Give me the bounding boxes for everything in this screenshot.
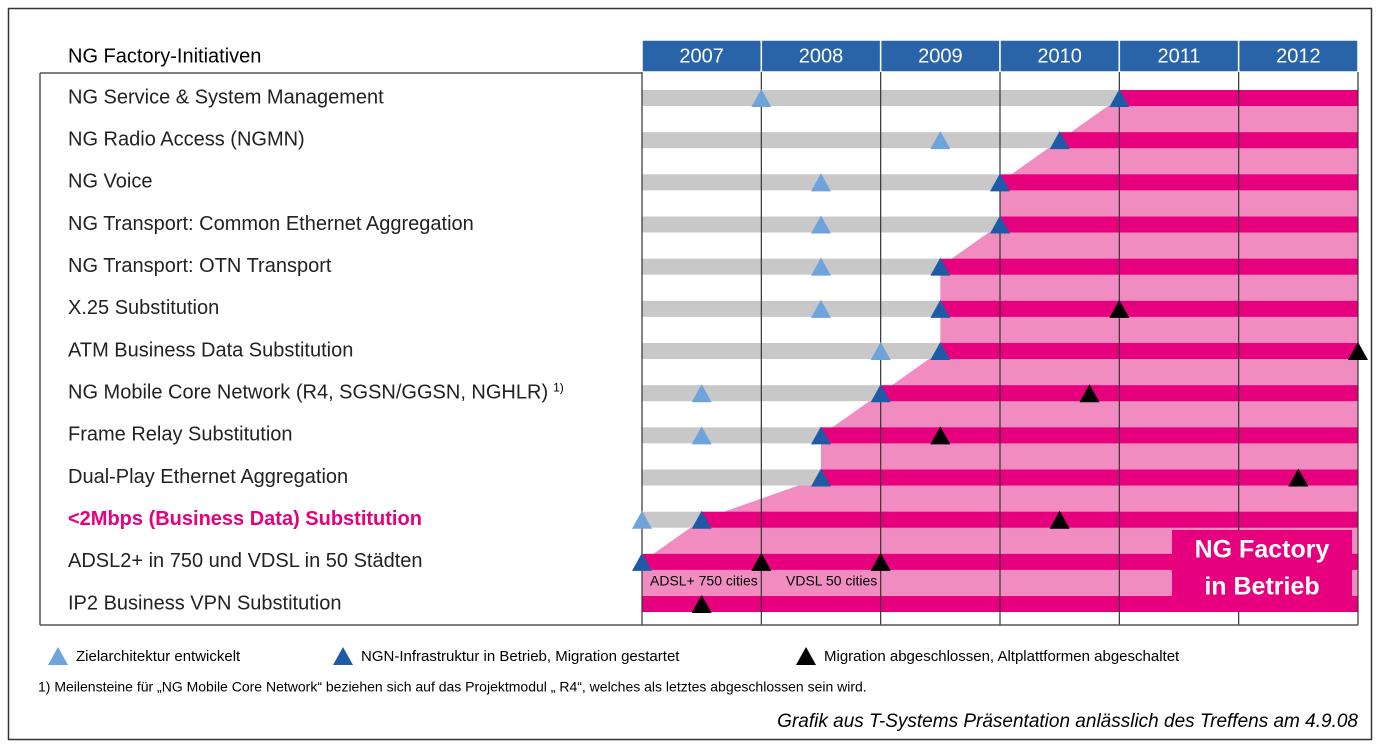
row-label: Dual-Play Ethernet Aggregation bbox=[68, 466, 348, 488]
year-label: 2008 bbox=[799, 45, 844, 67]
milestone bbox=[811, 426, 831, 445]
legend-label: Migration abgeschlossen, Altplattformen … bbox=[824, 648, 1180, 665]
row-label: NG Voice bbox=[68, 171, 152, 193]
row-label: ATM Business Data Substitution bbox=[68, 339, 353, 361]
row-label: NG Radio Access (NGMN) bbox=[68, 128, 305, 150]
milestone bbox=[1109, 89, 1130, 107]
milestone bbox=[811, 468, 831, 487]
annotation: VDSL 50 cities bbox=[786, 573, 877, 589]
status-text: NG Factory bbox=[1195, 536, 1330, 564]
footnote: 1) Meilensteine für „NG Mobile Core Netw… bbox=[38, 679, 867, 695]
milestone bbox=[870, 342, 891, 361]
status-text: in Betrieb bbox=[1204, 573, 1319, 601]
annotation: ADSL+ 750 cities bbox=[650, 573, 758, 589]
row-label: NG Mobile Core Network (R4, SGSN/GGSN, N… bbox=[68, 381, 548, 403]
milestone bbox=[811, 173, 831, 192]
milestone bbox=[990, 173, 1010, 192]
operating-bar bbox=[1000, 174, 1358, 191]
row-label: <2Mbps (Business Data) Substitution bbox=[68, 508, 422, 530]
milestone bbox=[691, 384, 712, 403]
milestone bbox=[632, 552, 652, 571]
legend-symbol bbox=[48, 647, 68, 665]
milestone bbox=[930, 131, 951, 150]
milestone bbox=[1079, 384, 1100, 403]
operating-bar bbox=[821, 469, 1358, 486]
planning-bar bbox=[642, 132, 1060, 149]
planning-bar bbox=[642, 427, 821, 444]
operating-bar bbox=[701, 511, 1358, 528]
milestone bbox=[811, 299, 831, 318]
milestone bbox=[1109, 299, 1130, 318]
row-label: NG Transport: Common Ethernet Aggregatio… bbox=[68, 213, 474, 235]
milestone bbox=[930, 426, 951, 445]
milestone bbox=[691, 510, 712, 529]
row-label: NG Transport: OTN Transport bbox=[68, 255, 332, 277]
row-label: NG Service & System Management bbox=[68, 86, 384, 108]
planning-bar bbox=[642, 258, 941, 275]
year-header bbox=[641, 39, 763, 73]
legend-label: NGN-Infrastruktur in Betrieb, Migration … bbox=[361, 648, 680, 665]
year-label: 2010 bbox=[1037, 45, 1082, 67]
year-header bbox=[999, 39, 1121, 73]
row-label: X.25 Substitution bbox=[68, 297, 219, 319]
milestone bbox=[930, 257, 951, 276]
legend-label: Zielarchitektur entwickelt bbox=[76, 648, 241, 665]
planning-bar bbox=[642, 511, 702, 528]
milestone bbox=[870, 384, 891, 403]
operating-bar bbox=[940, 343, 1358, 360]
year-header bbox=[1237, 39, 1359, 73]
row-label: ADSL2+ in 750 und VDSL in 50 Städten bbox=[68, 550, 423, 572]
legend-symbol bbox=[333, 647, 353, 665]
planning-bar bbox=[642, 469, 821, 486]
operating-bar bbox=[1059, 132, 1358, 149]
milestone bbox=[632, 510, 652, 529]
planning-bar bbox=[642, 343, 941, 360]
milestone bbox=[751, 89, 772, 107]
milestone bbox=[691, 595, 712, 614]
row-label: Frame Relay Substitution bbox=[68, 424, 293, 446]
legend-symbol bbox=[796, 647, 816, 665]
credit: Grafik aus T-Systems Präsentation anläss… bbox=[777, 711, 1358, 732]
operating-bar bbox=[821, 427, 1358, 444]
row-label: IP2 Business VPN Substitution bbox=[68, 592, 341, 614]
milestone bbox=[870, 552, 891, 571]
milestone bbox=[930, 342, 951, 361]
milestone bbox=[751, 552, 772, 571]
milestone bbox=[990, 215, 1010, 234]
milestone bbox=[1049, 131, 1070, 150]
year-label: 2012 bbox=[1276, 45, 1321, 67]
milestone bbox=[1288, 468, 1309, 487]
milestone bbox=[691, 426, 712, 445]
operating-bar bbox=[1000, 216, 1358, 233]
year-header bbox=[1118, 39, 1240, 73]
footnote-ref: 1) bbox=[553, 380, 564, 394]
year-label: 2009 bbox=[918, 45, 963, 67]
operating-bar bbox=[940, 300, 1358, 317]
year-header bbox=[760, 39, 882, 73]
year-label: 2011 bbox=[1157, 45, 1200, 67]
milestone bbox=[1049, 510, 1070, 529]
milestone bbox=[811, 215, 831, 234]
milestone bbox=[1348, 342, 1368, 361]
milestone bbox=[930, 299, 951, 318]
year-label: 2007 bbox=[679, 45, 724, 67]
operating-bar bbox=[940, 258, 1358, 275]
table-title: NG Factory-Initiativen bbox=[68, 45, 261, 67]
milestone bbox=[811, 257, 831, 276]
status-box bbox=[1172, 530, 1352, 612]
year-header bbox=[879, 39, 1001, 73]
planning-bar bbox=[642, 300, 941, 317]
